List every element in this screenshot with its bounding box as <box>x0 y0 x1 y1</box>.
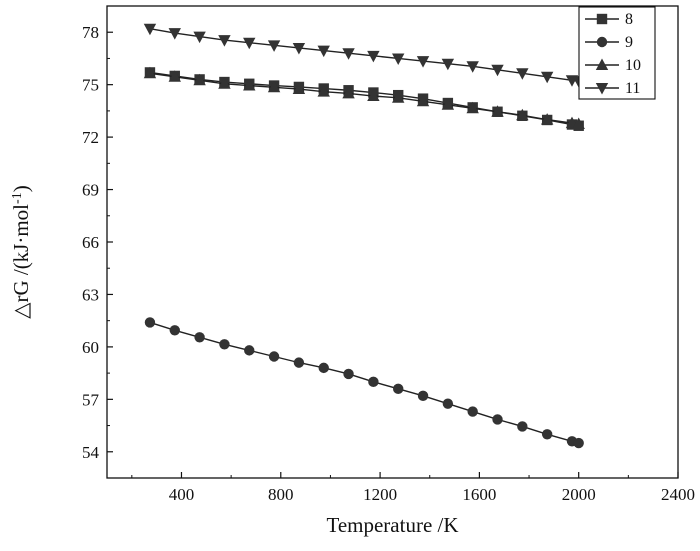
y-tick-label: 63 <box>82 285 99 304</box>
data-point-10 <box>317 85 330 97</box>
x-axis-title: Temperature /K <box>326 513 458 537</box>
series-9 <box>144 317 584 449</box>
y-tick-label: 60 <box>82 338 99 357</box>
series-11 <box>143 23 585 88</box>
data-point-9 <box>417 390 429 402</box>
data-point-11 <box>516 68 529 80</box>
data-point-9 <box>318 362 329 374</box>
data-point-9 <box>219 339 230 350</box>
y-tick-label: 72 <box>82 128 99 147</box>
x-tick-label: 2400 <box>661 485 695 504</box>
data-point-9 <box>194 332 205 343</box>
data-point-9 <box>442 398 454 409</box>
legend-marker-10 <box>595 58 609 70</box>
data-point-9 <box>368 376 379 388</box>
data-point-11 <box>416 56 430 68</box>
series-line-11 <box>149 28 579 82</box>
y-tick-label: 66 <box>82 233 99 252</box>
data-point-11 <box>193 31 206 44</box>
data-point-11 <box>466 61 479 73</box>
data-point-10 <box>168 70 181 82</box>
legend-marker-11 <box>595 83 609 95</box>
legend-label-11: 11 <box>625 80 640 97</box>
data-point-9 <box>492 414 503 425</box>
data-point-11 <box>292 42 306 55</box>
data-point-10 <box>572 117 585 129</box>
x-tick-label: 800 <box>268 485 294 504</box>
x-axis: 400 800 1200 1600 2000 2400 <box>131 472 695 504</box>
y-axis-title-sup: -1 <box>10 192 25 204</box>
data-point-9 <box>393 383 404 395</box>
data-point-10 <box>243 79 256 91</box>
data-point-10 <box>367 89 380 102</box>
data-point-9 <box>293 357 305 368</box>
data-point-10 <box>267 80 281 93</box>
x-tick-label: 400 <box>169 485 195 504</box>
x-tick-label: 1600 <box>462 485 496 504</box>
data-point-10 <box>143 66 157 79</box>
data-point-10 <box>466 101 479 114</box>
data-point-10 <box>193 73 206 86</box>
series-8 <box>144 67 584 131</box>
data-point-11 <box>267 40 281 52</box>
legend-label-10: 10 <box>625 57 641 74</box>
series-line-8 <box>149 71 579 127</box>
series-layer <box>143 23 585 449</box>
x-tick-label: 2000 <box>562 485 596 504</box>
y-axis-title: △rG /(kJ·mol-1) <box>9 185 33 318</box>
data-point-10 <box>540 113 554 125</box>
data-point-9 <box>467 406 478 417</box>
data-point-11 <box>491 64 504 77</box>
data-point-10 <box>342 86 355 99</box>
legend-label-8: 8 <box>625 11 633 28</box>
legend-box <box>578 6 656 100</box>
data-point-11 <box>317 45 330 58</box>
data-point-11 <box>218 35 231 47</box>
data-point-11 <box>168 28 181 40</box>
series-line-9 <box>149 321 579 444</box>
data-point-10 <box>218 77 231 89</box>
data-point-9 <box>573 437 584 449</box>
data-point-9 <box>244 345 255 356</box>
series-10 <box>143 66 585 129</box>
y-tick-label: 78 <box>82 23 99 42</box>
data-point-11 <box>441 58 455 71</box>
data-point-11 <box>392 53 405 65</box>
legend-marker-9 <box>596 36 608 48</box>
data-point-11 <box>143 23 157 36</box>
data-point-9 <box>169 325 180 336</box>
data-point-9 <box>144 317 156 328</box>
legend: 8 9 10 11 <box>578 6 656 100</box>
data-point-10 <box>441 98 455 110</box>
data-point-10 <box>292 82 306 95</box>
data-point-11 <box>367 50 380 63</box>
legend-label-9: 9 <box>625 34 633 51</box>
y-tick-label: 54 <box>82 443 100 462</box>
data-point-11 <box>342 48 355 60</box>
data-point-10 <box>491 105 504 117</box>
data-point-11 <box>540 71 554 84</box>
x-tick-label: 1200 <box>363 485 397 504</box>
y-axis: 54 57 60 63 66 69 72 75 78 <box>82 23 113 462</box>
y-tick-label: 75 <box>82 76 99 95</box>
data-point-10 <box>516 108 529 121</box>
data-point-11 <box>243 37 256 50</box>
y-axis-title-end: ) <box>9 185 33 192</box>
data-point-10 <box>416 94 430 107</box>
data-point-9 <box>343 368 354 380</box>
data-point-10 <box>392 91 405 103</box>
y-axis-title-main: △rG /(kJ·mol <box>9 204 33 319</box>
data-point-9 <box>268 351 280 362</box>
y-tick-label: 69 <box>82 181 99 200</box>
y-tick-label: 57 <box>82 390 100 409</box>
legend-marker-8 <box>596 13 608 25</box>
data-point-9 <box>541 429 553 440</box>
data-point-9 <box>517 421 528 432</box>
